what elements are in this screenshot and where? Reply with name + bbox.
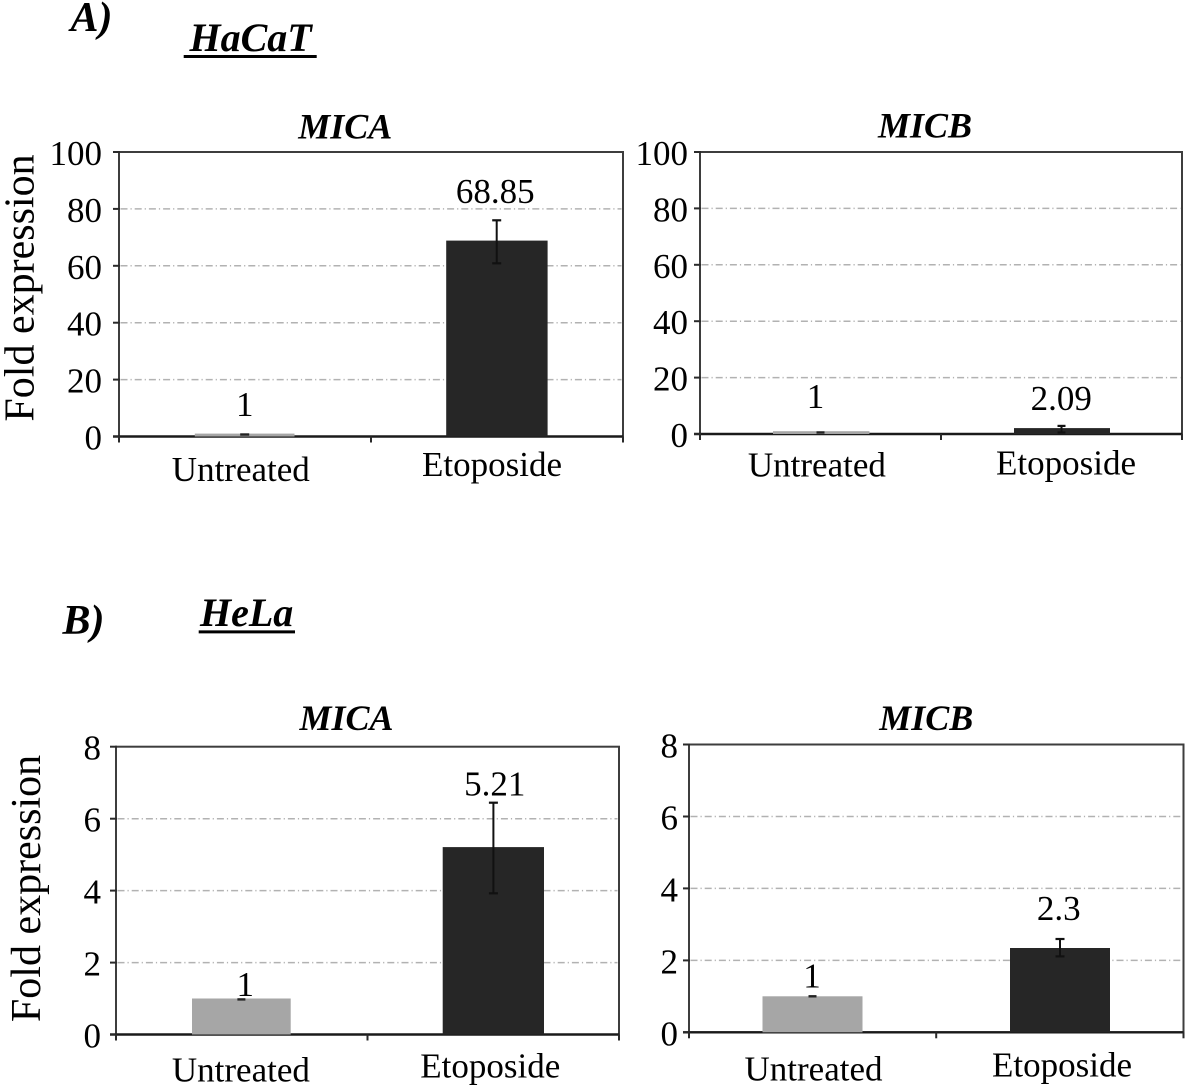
svg-text:2: 2 (661, 942, 679, 981)
svg-text:8: 8 (84, 729, 102, 768)
svg-text:2.3: 2.3 (1037, 889, 1081, 928)
svg-text:1: 1 (803, 957, 821, 996)
svg-text:0: 0 (85, 419, 103, 458)
svg-text:2.09: 2.09 (1031, 379, 1092, 418)
svg-text:20: 20 (653, 360, 688, 399)
svg-text:40: 40 (653, 303, 688, 342)
svg-text:6: 6 (84, 801, 102, 840)
svg-text:100: 100 (50, 134, 103, 173)
svg-text:4: 4 (84, 873, 102, 912)
svg-text:60: 60 (653, 247, 688, 286)
svg-text:80: 80 (67, 191, 102, 230)
svg-text:20: 20 (67, 362, 102, 401)
svg-text:Etoposide: Etoposide (992, 1046, 1132, 1085)
svg-text:Fold expression: Fold expression (4, 755, 50, 1022)
svg-text:MICA: MICA (298, 698, 393, 738)
svg-text:HaCaT: HaCaT (189, 15, 314, 60)
svg-text:0: 0 (671, 416, 689, 455)
svg-text:80: 80 (653, 190, 688, 229)
svg-text:Untreated: Untreated (172, 450, 310, 489)
svg-text:100: 100 (636, 134, 689, 173)
svg-text:40: 40 (67, 305, 102, 344)
svg-text:Fold expression: Fold expression (0, 154, 44, 421)
svg-text:MICB: MICB (878, 698, 973, 738)
svg-text:MICB: MICB (877, 106, 972, 146)
svg-text:HeLa: HeLa (199, 590, 293, 635)
svg-text:4: 4 (661, 870, 679, 909)
svg-text:Untreated: Untreated (172, 1050, 310, 1089)
svg-text:A): A) (68, 0, 113, 41)
svg-text:0: 0 (84, 1017, 102, 1056)
svg-text:B): B) (62, 598, 105, 644)
svg-text:Etoposide: Etoposide (996, 444, 1136, 483)
svg-text:Etoposide: Etoposide (420, 1047, 560, 1086)
svg-text:60: 60 (67, 248, 102, 287)
svg-text:Etoposide: Etoposide (422, 445, 562, 484)
svg-text:Untreated: Untreated (745, 1049, 883, 1088)
svg-text:6: 6 (661, 799, 679, 838)
svg-text:2: 2 (84, 945, 102, 984)
svg-text:1: 1 (237, 965, 255, 1004)
svg-text:8: 8 (661, 727, 679, 766)
svg-text:5.21: 5.21 (464, 765, 525, 804)
svg-text:68.85: 68.85 (456, 172, 535, 211)
svg-text:0: 0 (661, 1014, 679, 1053)
svg-text:Untreated: Untreated (748, 446, 886, 485)
svg-text:MICA: MICA (297, 107, 392, 147)
svg-text:1: 1 (807, 377, 825, 416)
svg-text:1: 1 (236, 385, 254, 424)
